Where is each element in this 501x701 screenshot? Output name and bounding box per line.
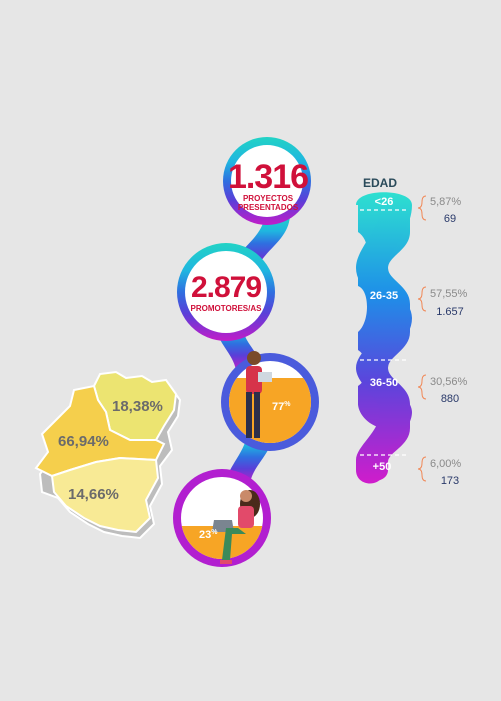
projects-label-line2: PRESENTADOS xyxy=(237,203,299,212)
projects-label-line1: PROYECTOS xyxy=(242,194,294,203)
age-range-36-50: 36-50 xyxy=(369,377,399,389)
woman-illustration xyxy=(212,490,260,564)
age-brackets xyxy=(417,195,427,482)
age-percent-26-35: 57,55% xyxy=(430,288,468,300)
age-percent-36-50: 30,56% xyxy=(430,376,468,388)
promoters-circle xyxy=(177,243,275,341)
age-percent-over-50: 6,00% xyxy=(430,458,462,470)
age-percent-under-26: 5,87% xyxy=(430,196,462,208)
age-title: EDAD xyxy=(363,176,398,190)
age-range-over-50: +50 xyxy=(372,461,392,473)
age-count-26-35: 1.657 xyxy=(436,306,464,318)
projects-circle xyxy=(223,137,311,225)
age-range-26-35: 26-35 xyxy=(369,290,399,302)
age-count-36-50: 880 xyxy=(440,393,460,405)
female-circle xyxy=(173,469,271,567)
map-region-label-center: 66,94% xyxy=(58,433,109,450)
projects-count: 1.316 xyxy=(227,158,309,196)
male-circle xyxy=(221,353,319,451)
age-range-under-26: <26 xyxy=(374,196,394,208)
age-bar xyxy=(356,192,412,484)
region-map xyxy=(34,370,182,540)
age-count-over-50: 173 xyxy=(440,475,460,487)
man-illustration xyxy=(246,351,272,438)
map-region-label-south: 14,66% xyxy=(68,486,119,503)
promoters-count: 2.879 xyxy=(190,271,262,304)
male-percent: 77% xyxy=(272,401,291,413)
age-count-under-26: 69 xyxy=(443,213,457,225)
promoters-label: PROMOTORES/AS xyxy=(190,304,262,313)
female-percent: 23% xyxy=(199,529,218,541)
map-region-label-north-east: 18,38% xyxy=(112,398,163,415)
